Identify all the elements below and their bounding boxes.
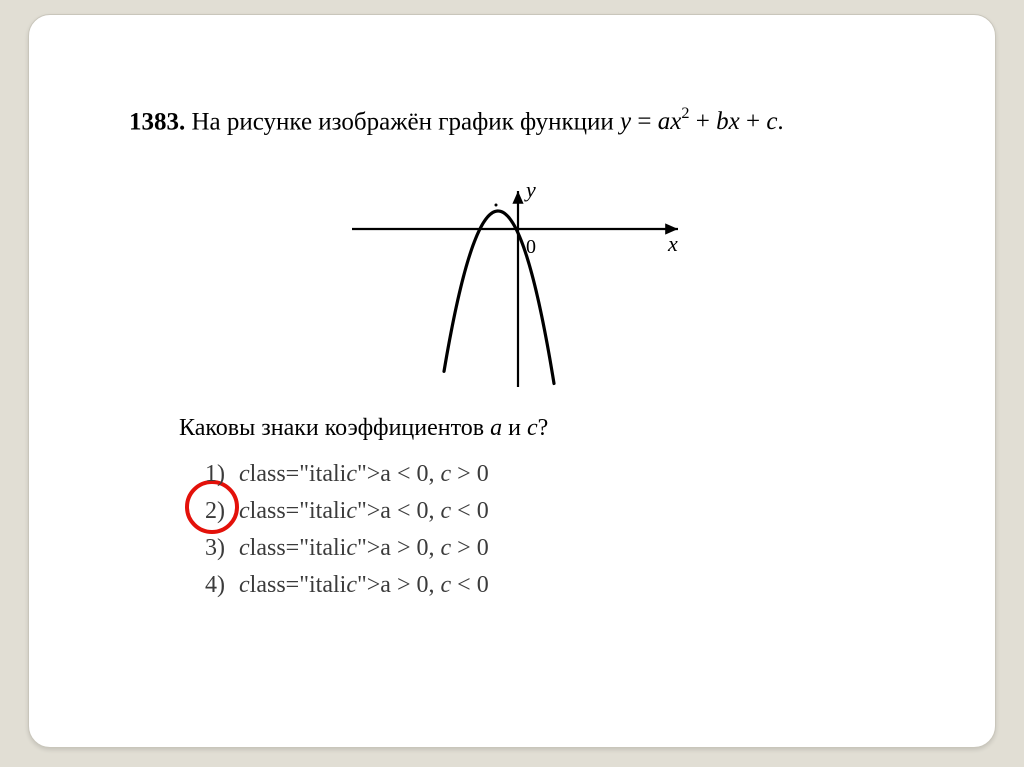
option-expression: class="italic">a > 0, c < 0 [239,572,489,598]
svg-text:0: 0 [526,236,536,258]
option-number: 4) [205,567,239,604]
svg-text:y: y [524,177,536,202]
option-expression: class="italic">a > 0, c > 0 [239,535,489,561]
problem-formula: y = ax2 + bx + c. [620,108,784,135]
problem-text: На рисунке изображён график функции [192,108,621,135]
option-expression: class="italic">a < 0, c < 0 [239,498,489,524]
option-4: 4)class="italic">a > 0, c < 0 [205,567,895,604]
option-1: 1)class="italic">a < 0, c > 0 [205,456,895,493]
option-expression: class="italic">a < 0, c > 0 [239,461,489,487]
options-list: 1)class="italic">a < 0, c > 02)class="it… [205,456,895,605]
option-number: 1) [205,456,239,493]
option-3: 3)class="italic">a > 0, c > 0 [205,530,895,567]
problem-number: 1383. [129,108,185,135]
content: 1383. На рисунке изображён график функци… [129,103,895,605]
chart-container: y x 0 [129,173,895,393]
problem-statement: 1383. На рисунке изображён график функци… [129,103,895,141]
option-number: 2) [205,493,239,530]
svg-text:x: x [667,231,678,256]
parabola-chart: y x 0 [332,173,692,393]
option-number: 3) [205,530,239,567]
option-2: 2)class="italic">a < 0, c < 0 [205,493,895,530]
card: 1383. На рисунке изображён график функци… [28,14,996,748]
question-text: Каковы знаки коэффициентов a и c? [179,415,895,442]
